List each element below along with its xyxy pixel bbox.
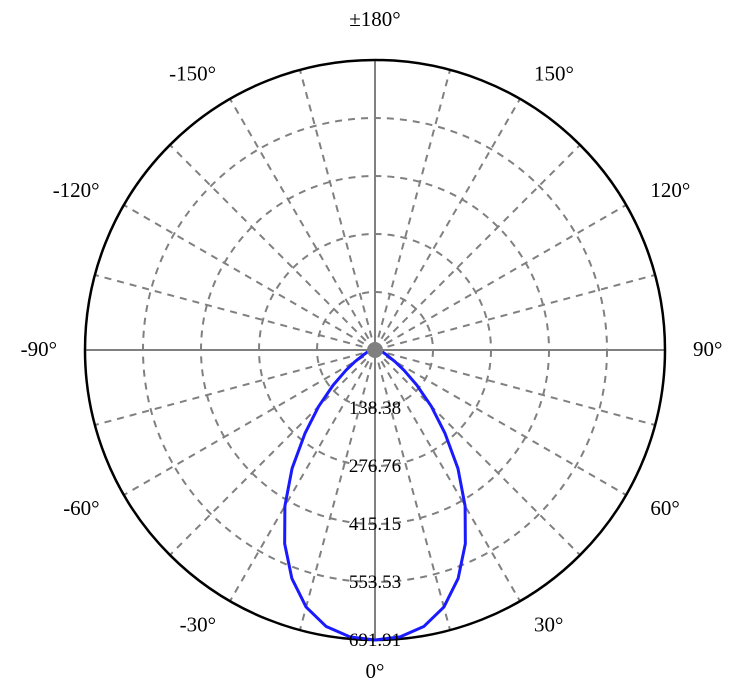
radial-tick-label: 691.91: [349, 630, 401, 651]
angle-tick-label: -60°: [63, 496, 99, 520]
angle-tick-label: 90°: [693, 337, 722, 361]
angle-tick-label: 120°: [650, 178, 690, 202]
angle-tick-label: 150°: [534, 62, 574, 86]
polar-chart: 138.38 276.76 415.15 553.53 691.91 0° 30° 60° 90…: [0, 0, 751, 700]
angle-tick-label: -120°: [53, 178, 100, 202]
radial-tick-label: 415.15: [349, 514, 401, 535]
radial-tick-label: 138.38: [349, 398, 401, 419]
angle-tick-label: 60°: [650, 496, 679, 520]
angle-tick-label: -150°: [169, 62, 216, 86]
polar-chart-svg: 138.38 276.76 415.15 553.53 691.91 0° 30° 60° 90…: [0, 0, 751, 700]
radial-tick-label: 276.76: [349, 456, 401, 477]
angle-tick-label: 0°: [366, 659, 385, 683]
center-dot: [367, 342, 383, 358]
angle-tick-label: -30°: [180, 612, 216, 636]
angle-tick-label: -90°: [21, 337, 57, 361]
radial-tick-label: 553.53: [349, 572, 401, 593]
angle-tick-label: ±180°: [349, 7, 400, 31]
angle-tick-label: 30°: [534, 612, 563, 636]
